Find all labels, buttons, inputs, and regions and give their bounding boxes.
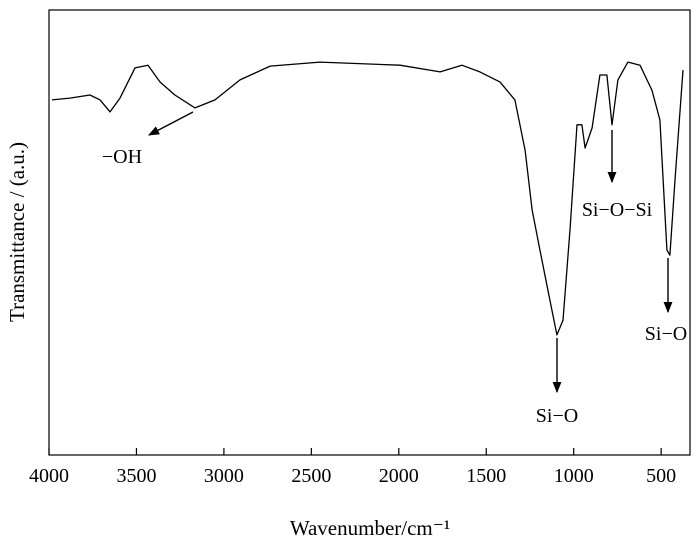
spectrum-line (51, 61, 684, 336)
plot-frame (48, 9, 691, 456)
y-axis-label: Transmittance / (a.u.) (5, 142, 29, 322)
annotation: Si−O−Si (582, 199, 653, 221)
x-tick-label: 4000 (29, 465, 69, 487)
annotation: Si−O (536, 405, 578, 427)
arrow (148, 111, 194, 136)
x-tick-label: 2000 (379, 465, 419, 487)
x-tick-label: 2500 (291, 465, 331, 487)
x-tick-label: 3000 (204, 465, 244, 487)
x-tick-label: 500 (646, 465, 676, 487)
x-tick-label: 1500 (466, 465, 506, 487)
annotation: −OH (102, 146, 142, 168)
annotation-arrows (148, 111, 673, 394)
annotation: Si−O (645, 323, 687, 345)
x-axis-label: Wavenumber/cm⁻¹ (290, 516, 450, 540)
x-tick-label: 3500 (116, 465, 156, 487)
x-tick-label: 1000 (554, 465, 594, 487)
